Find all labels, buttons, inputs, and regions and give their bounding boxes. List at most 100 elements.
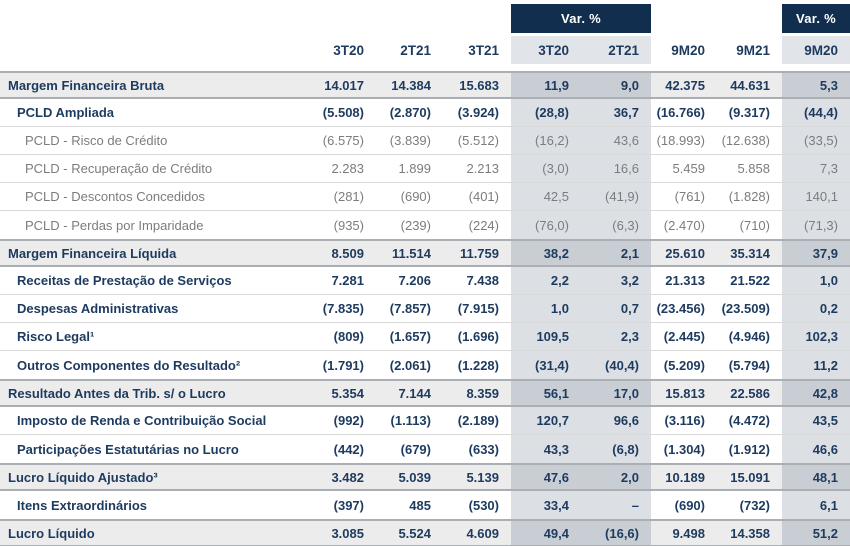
cell-3t21: (2.189): [457, 413, 499, 428]
cell-var-2t21: 43,6: [581, 127, 651, 154]
row-label: Despesas Administrativas: [17, 301, 179, 316]
cell-3t21: (3.924): [457, 105, 499, 120]
cell-9m21: 14.358: [730, 525, 770, 541]
cell-3t20: (6.575): [322, 133, 364, 148]
row-label: Risco Legal¹: [17, 329, 95, 344]
row-label: Receitas de Prestação de Serviços: [17, 273, 232, 288]
cell-var-2t21: 2,1: [581, 241, 651, 265]
cell-9m21: 44.631: [730, 77, 770, 93]
row-label: Participações Estatutárias no Lucro: [17, 441, 239, 457]
cell-var-3t20: 33,4: [511, 491, 581, 519]
cell-9m20: (690): [674, 497, 705, 513]
cell-var-9m20: 102,3: [782, 323, 850, 350]
cell-var-9m20: 48,1: [782, 465, 850, 489]
cell-var-2t21: (6,8): [581, 435, 651, 463]
cell-var-3t20: (3,0): [511, 155, 581, 182]
cell-3t21: (224): [468, 217, 499, 233]
cell-var-3t20: 11,9: [511, 73, 581, 97]
cell-2t21: (3.839): [389, 133, 431, 148]
cell-var-9m20: 43,5: [782, 407, 850, 434]
cell-9m20: (18.993): [656, 133, 705, 148]
table-row-resultado-antes-tributacao: Resultado Antes da Trib. s/ o Lucro 5.35…: [0, 379, 850, 407]
row-label: Itens Extraordinários: [17, 497, 148, 513]
cell-9m21: 22.586: [730, 385, 770, 401]
cell-3t21: (7.915): [457, 301, 499, 316]
cell-var-9m20: 51,2: [782, 521, 850, 545]
cell-var-2t21: (6,3): [581, 211, 651, 239]
cell-9m21: (12.638): [721, 133, 770, 148]
cell-3t21: 2.213: [466, 161, 499, 176]
cell-var-3t20: (31,4): [511, 351, 581, 379]
cell-var-2t21: 17,0: [581, 381, 651, 405]
cell-2t21: 5.524: [398, 525, 431, 541]
cell-9m20: 42.375: [665, 77, 705, 93]
cell-var-9m20: 1,0: [782, 267, 850, 294]
cell-3t20: 2.283: [331, 161, 364, 176]
cell-9m21: (4.472): [728, 413, 770, 428]
cell-2t21: (2.870): [389, 105, 431, 120]
cell-9m21: (4.946): [728, 329, 770, 344]
cell-var-2t21: 2,3: [581, 323, 651, 350]
cell-3t20: 3.085: [331, 525, 364, 541]
cell-var-9m20: 6,1: [782, 491, 850, 519]
column-header-spacer: [0, 36, 308, 64]
table-row-pcld-perdas-imparidade: PCLD - Perdas por Imparidade (935) (239)…: [0, 211, 850, 239]
column-header-3t20: 3T20: [333, 42, 364, 58]
cell-var-9m20: 46,6: [782, 435, 850, 463]
cell-2t21: (1.657): [389, 329, 431, 344]
cell-var-3t20: 43,3: [511, 435, 581, 463]
cell-9m21: 5.858: [737, 161, 770, 176]
cell-9m21: (23.509): [721, 301, 770, 316]
row-label: Lucro Líquido: [8, 525, 95, 541]
table-row-pcld-ampliada: PCLD Ampliada (5.508) (2.870) (3.924) (2…: [0, 99, 850, 127]
cell-var-2t21: 16,6: [581, 155, 651, 182]
column-header-row: 3T20 2T21 3T21 3T20 2T21 9M20 9M21 9M20: [0, 36, 850, 64]
cell-9m20: (1.304): [663, 441, 705, 457]
cell-2t21: (1.113): [390, 413, 431, 428]
cell-9m20: (3.116): [664, 413, 705, 428]
cell-var-3t20: (76,0): [511, 211, 581, 239]
cell-var-9m20: 5,3: [782, 73, 850, 97]
cell-var-9m20: 7,3: [782, 155, 850, 182]
cell-var-2t21: 36,7: [581, 99, 651, 126]
cell-var-2t21: 0,7: [581, 295, 651, 322]
cell-3t20: 3.482: [331, 469, 364, 485]
cell-var-2t21: –: [581, 491, 651, 519]
column-header-var-2t21: 2T21: [581, 36, 651, 64]
table-row-itens-extraordinarios: Itens Extraordinários (397) 485 (530) 33…: [0, 491, 850, 519]
cell-9m20: (761): [674, 189, 705, 204]
cell-9m21: (5.794): [728, 357, 770, 373]
cell-var-3t20: 56,1: [511, 381, 581, 405]
var-percent-quarter-label: Var. %: [511, 4, 651, 33]
table-row-imposto-renda-contribuicao: Imposto de Renda e Contribuição Social (…: [0, 407, 850, 435]
table-row-risco-legal: Risco Legal¹ (809) (1.657) (1.696) 109,5…: [0, 323, 850, 351]
cell-var-9m20: (71,3): [782, 211, 850, 239]
cell-var-2t21: (16,6): [581, 521, 651, 545]
cell-2t21: 1.899: [398, 161, 431, 176]
cell-2t21: 11.514: [391, 245, 431, 261]
cell-var-3t20: 49,4: [511, 521, 581, 545]
cell-2t21: 7.144: [398, 385, 431, 401]
row-label: Margem Financeira Líquida: [8, 245, 177, 261]
cell-3t21: 5.139: [466, 469, 499, 485]
cell-3t21: 11.759: [459, 245, 499, 261]
row-label: Margem Financeira Bruta: [8, 77, 165, 93]
column-header-3t21: 3T21: [468, 42, 499, 58]
cell-9m20: (2.445): [663, 329, 705, 344]
cell-9m21: 35.314: [730, 245, 770, 261]
row-label: Outros Componentes do Resultado²: [17, 357, 241, 373]
cell-3t21: 8.359: [466, 385, 499, 401]
cell-3t21: 15.683: [459, 77, 499, 93]
cell-var-2t21: 2,0: [581, 465, 651, 489]
table-row-pcld-risco-credito: PCLD - Risco de Crédito (6.575) (3.839) …: [0, 127, 850, 155]
cell-9m21: 15.091: [730, 469, 770, 485]
cell-var-9m20: 37,9: [782, 241, 850, 265]
row-label: Imposto de Renda e Contribuição Social: [17, 413, 267, 428]
table-row-lucro-liquido: Lucro Líquido 3.085 5.524 4.609 49,4 (16…: [0, 519, 850, 546]
table-row-pcld-descontos-concedidos: PCLD - Descontos Concedidos (281) (690) …: [0, 183, 850, 211]
cell-2t21: 485: [409, 497, 431, 513]
table-row-despesas-administrativas: Despesas Administrativas (7.835) (7.857)…: [0, 295, 850, 323]
cell-3t20: (281): [333, 189, 364, 204]
cell-9m20: 15.813: [665, 385, 705, 401]
